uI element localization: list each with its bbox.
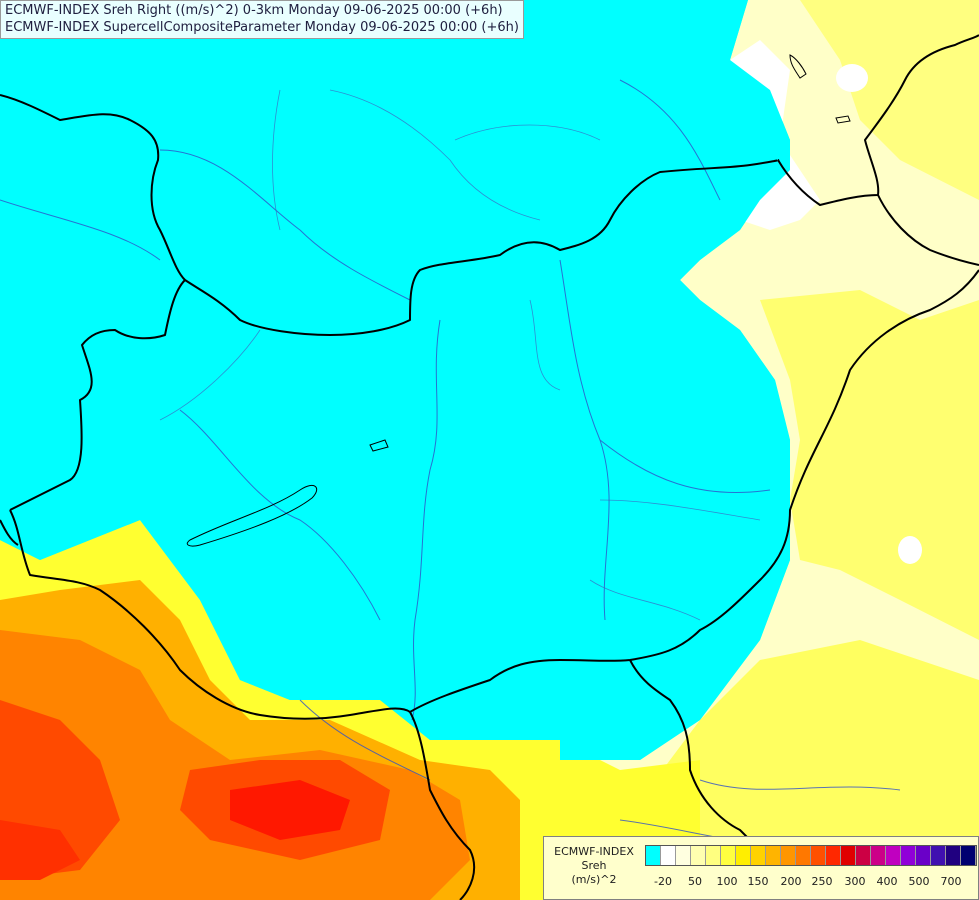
legend-tick-label: 50	[688, 875, 702, 888]
legend-tick-label: 700	[940, 875, 962, 888]
legend-swatch	[796, 846, 811, 865]
legend-title-line-1: ECMWF-INDEX	[554, 845, 634, 858]
legend-swatch	[736, 846, 751, 865]
legend-swatch	[751, 846, 766, 865]
sreh-field-white-3	[898, 536, 922, 564]
legend-title: ECMWF-INDEX Sreh (m/s)^2	[544, 845, 644, 887]
lake-balaton	[186, 485, 318, 547]
legend-swatch	[871, 846, 886, 865]
legend-swatch	[856, 846, 871, 865]
legend-title-line-3: (m/s)^2	[571, 873, 617, 886]
legend-swatch	[706, 846, 721, 865]
sreh-field-red-4	[0, 820, 80, 880]
legend-swatch	[661, 846, 676, 865]
legend-ticks: -20 50 100 150 200 250 300 400 500 700	[645, 875, 975, 889]
title-line-1: ECMWF-INDEX Sreh Right ((m/s)^2) 0-3km M…	[5, 3, 503, 18]
color-legend: ECMWF-INDEX Sreh (m/s)^2 -20 50 100 150 200 2…	[543, 836, 979, 900]
legend-swatch	[721, 846, 736, 865]
sreh-field-yellow-east	[760, 290, 979, 640]
legend-tick-label: -20	[654, 875, 672, 888]
legend-swatch	[916, 846, 931, 865]
legend-swatch	[781, 846, 796, 865]
lake-small-3	[835, 115, 851, 124]
region-borders	[159, 89, 761, 621]
legend-swatch	[946, 846, 961, 865]
sreh-field-yellow-se	[640, 640, 979, 900]
sreh-field-red-3	[230, 780, 350, 840]
legend-swatch	[901, 846, 916, 865]
title-line-2: ECMWF-INDEX SupercellCompositeParameter …	[5, 20, 519, 35]
lake-small-1	[369, 439, 389, 452]
legend-swatch	[841, 846, 856, 865]
legend-tick-label: 200	[780, 875, 802, 888]
legend-title-line-2: Sreh	[581, 859, 607, 872]
legend-tick-label: 500	[908, 875, 930, 888]
legend-tick-label: 300	[844, 875, 866, 888]
legend-swatch	[676, 846, 691, 865]
sreh-field-cyan-core	[0, 0, 790, 760]
legend-tick-label: 250	[811, 875, 833, 888]
legend-swatch	[766, 846, 781, 865]
legend-swatch	[826, 846, 841, 865]
legend-swatch	[811, 846, 826, 865]
legend-swatches	[645, 845, 977, 866]
legend-swatch	[886, 846, 901, 865]
sreh-field-white-2	[836, 64, 868, 92]
legend-tick-label: 150	[747, 875, 769, 888]
legend-tick-label: 400	[876, 875, 898, 888]
legend-swatch	[961, 846, 976, 865]
map-title: ECMWF-INDEX Sreh Right ((m/s)^2) 0-3km M…	[0, 0, 524, 39]
sreh-field-yellow-ne	[800, 0, 979, 200]
country-borders	[0, 34, 979, 900]
legend-tick-label: 100	[716, 875, 738, 888]
legend-swatch	[646, 846, 661, 865]
legend-swatch	[931, 846, 946, 865]
lake-small-2	[789, 54, 807, 79]
legend-swatch	[691, 846, 706, 865]
